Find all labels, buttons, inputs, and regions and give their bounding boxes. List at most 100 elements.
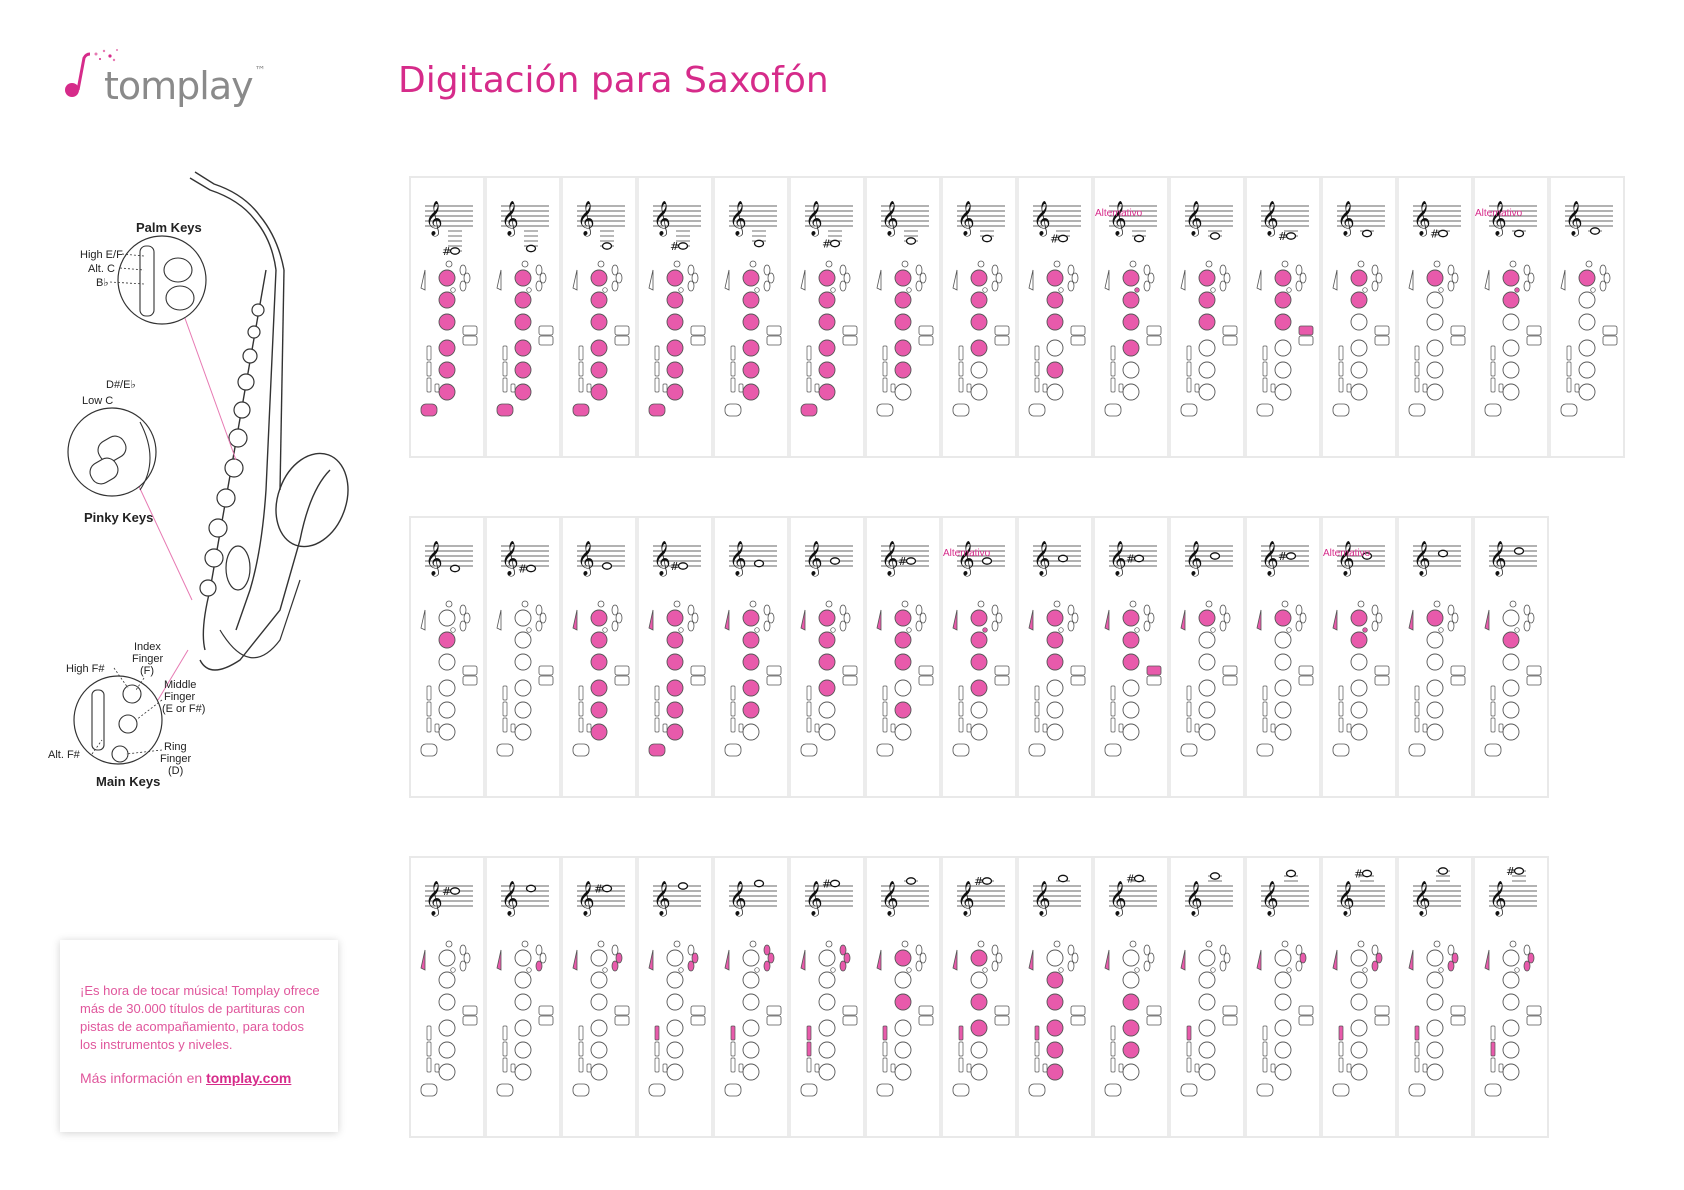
main-key <box>818 723 836 741</box>
palm-key <box>1599 264 1607 276</box>
note-head <box>601 562 613 570</box>
side-bar-key <box>1186 717 1192 733</box>
accidental: # <box>1506 865 1515 878</box>
side-bar-key <box>806 377 812 393</box>
small-lower-key <box>1270 723 1276 733</box>
side-bar-key <box>654 345 660 361</box>
note-head <box>1057 234 1069 243</box>
small-lower-key <box>1118 383 1124 393</box>
main-key <box>1122 313 1140 331</box>
pinky-key <box>1028 1083 1046 1097</box>
main-key <box>1274 949 1292 967</box>
bis-key <box>830 627 836 633</box>
small-lower-key <box>1346 723 1352 733</box>
treble-clef-icon: 𝄞 <box>425 201 443 237</box>
front-f-key <box>445 940 453 948</box>
palm-key <box>991 604 999 616</box>
palm-key <box>535 280 543 292</box>
side-bar-key <box>426 717 432 733</box>
side-key-upper <box>918 325 934 336</box>
main-key <box>666 313 684 331</box>
note-head <box>829 239 841 248</box>
palm-key <box>691 952 699 964</box>
small-lower-key <box>1042 723 1048 733</box>
side-bar-key <box>882 377 888 393</box>
palm-key <box>1523 944 1531 956</box>
small-lower-key <box>1270 383 1276 393</box>
side-key-lower <box>1222 1015 1238 1026</box>
side-key-upper <box>918 1005 934 1016</box>
main-key <box>1274 1019 1292 1037</box>
pinky-key <box>1104 403 1122 417</box>
tomplay-link[interactable]: tomplay.com <box>206 1070 292 1086</box>
side-key-upper <box>994 325 1010 336</box>
main-key <box>1198 701 1216 719</box>
main-key <box>818 949 836 967</box>
note-head <box>981 557 993 565</box>
main-key <box>1046 971 1064 989</box>
side-key-lower <box>766 675 782 686</box>
palm-key <box>1447 944 1455 956</box>
treble-clef-icon: 𝄞 <box>501 201 519 237</box>
side-bar-key <box>1186 1025 1192 1041</box>
main-key <box>818 631 836 649</box>
palm-key <box>611 264 619 276</box>
main-key <box>1350 313 1368 331</box>
bis-key <box>1286 287 1292 293</box>
main-key <box>590 361 608 379</box>
palm-key <box>687 960 695 972</box>
main-key <box>514 701 532 719</box>
main-key <box>1350 291 1368 309</box>
main-key <box>1122 971 1140 989</box>
note-head <box>829 557 841 565</box>
palm-key <box>691 612 699 624</box>
bis-key <box>1134 967 1140 973</box>
side-bar-key <box>1034 377 1040 393</box>
side-bar-key <box>1490 1025 1496 1041</box>
staff: 𝄞 <box>1033 541 1081 577</box>
bis-key <box>678 967 684 973</box>
bis-key <box>1058 287 1064 293</box>
main-key <box>1426 949 1444 967</box>
fingering-row-2: 𝄞 𝄞 # 𝄞 𝄞 # 𝄞 𝄞 𝄞 # 𝄞 Alternativo 𝄞 𝄞 # 𝄞 𝄞 # 𝄞 Alternativo… <box>409 516 1549 798</box>
staff: 𝄞 <box>501 201 549 253</box>
palm-key <box>1067 620 1075 632</box>
pinky-key <box>572 1083 590 1097</box>
staff: 𝄞 <box>729 201 777 248</box>
staff: 𝄞# <box>1337 868 1385 917</box>
staff: 𝄞 <box>881 877 929 917</box>
accidental: # <box>518 563 527 576</box>
main-key <box>1502 361 1520 379</box>
bis-key <box>1362 627 1368 633</box>
fingering-cell: 𝄞 # <box>639 178 715 456</box>
side-key-upper <box>538 1005 554 1016</box>
main-key <box>970 609 988 627</box>
main-key <box>894 1063 912 1081</box>
treble-clef-icon: 𝄞 <box>1185 881 1203 917</box>
main-key <box>1122 1041 1140 1059</box>
palm-key <box>763 264 771 276</box>
palm-key <box>1067 604 1075 616</box>
small-lower-key <box>510 723 516 733</box>
side-key-upper <box>1070 1005 1086 1016</box>
palm-key <box>615 612 623 624</box>
side-key-lower <box>1298 1015 1314 1026</box>
staff: 𝄞 <box>653 881 701 917</box>
palm-key <box>463 612 471 624</box>
note-head <box>601 884 613 893</box>
octave-key <box>1408 609 1414 631</box>
alt-fs-label: Alt. F# <box>48 749 81 761</box>
small-lower-key <box>1118 723 1124 733</box>
main-key <box>590 679 608 697</box>
octave-key <box>1028 269 1034 291</box>
small-lower-key <box>510 383 516 393</box>
side-bar-key <box>1414 701 1420 717</box>
main-key <box>1350 361 1368 379</box>
main-key <box>590 631 608 649</box>
side-key-upper <box>1146 665 1162 676</box>
palm-key <box>843 612 851 624</box>
side-key-lower <box>538 1015 554 1026</box>
side-bar-key <box>426 1057 432 1073</box>
octave-key <box>1560 269 1566 291</box>
main-key <box>970 701 988 719</box>
